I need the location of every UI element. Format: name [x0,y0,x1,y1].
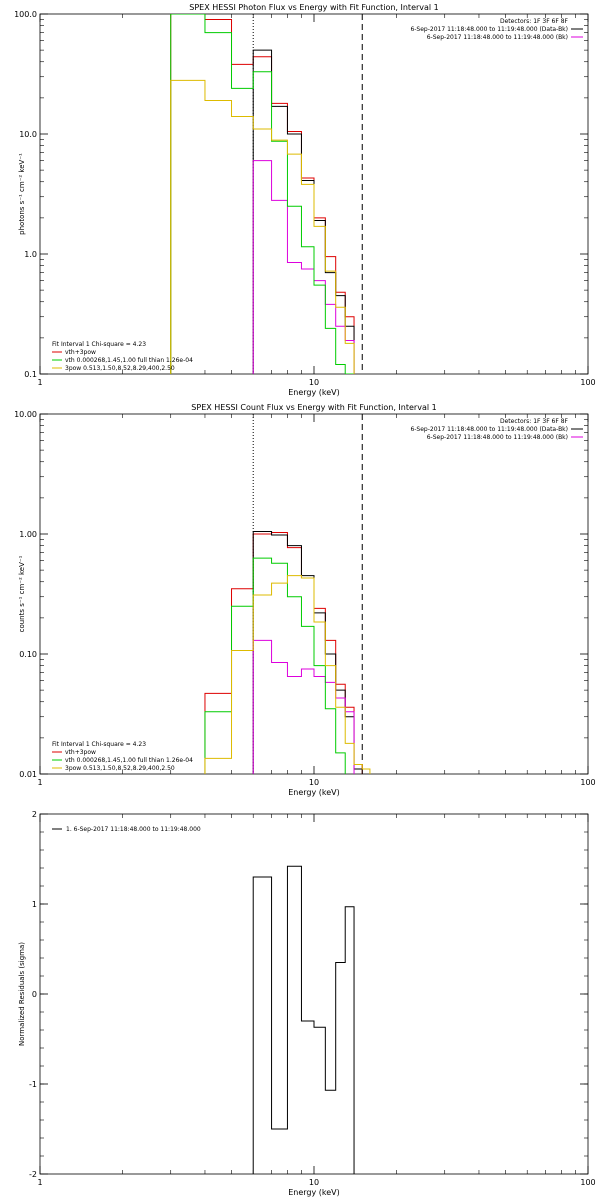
plot-data [204,530,371,774]
x-tick-label: 1 [37,378,42,387]
series-2-steps [252,639,355,774]
y-tick-label: -1 [29,1080,37,1089]
legend-entry-text: 3pow 0.513,1.50,8.52,8.29,400,2.50 [65,765,175,772]
y-tick-label: 10.0 [19,130,37,139]
x-tick-label: 1 [37,1178,42,1187]
y-tick-label: 100.0 [14,10,37,19]
legend-entry-text: Fit Interval 1 Chi-square = 4.23 [52,741,146,748]
x-axis-label: Energy (keV) [288,788,340,797]
x-axis-label: Energy (keV) [288,1188,340,1197]
chart-title: SPEX HESSI Photon Flux vs Energy with Fi… [189,3,439,12]
legend-entry-text: Detectors: 1F 3F 6F 8F [500,18,569,25]
y-tick-label: 1.00 [19,530,37,539]
series-3-steps [204,557,346,774]
x-tick-label: 10 [309,778,319,787]
y-tick-label: 1 [32,900,37,909]
y-tick-label: 0.01 [19,770,37,779]
x-tick-label: 1 [37,778,42,787]
legend-entry-text: vth+3pow [65,349,96,356]
y-tick-label: -2 [29,1170,37,1179]
x-tick-label: 100 [580,778,595,787]
y-tick-label: 0.10 [19,650,37,659]
y-axis-label: photons s⁻¹ cm⁻² keV⁻¹ [18,153,26,235]
x-tick-label: 100 [580,1178,595,1187]
series-1-steps [252,49,355,374]
y-axis-label: Normalized Residuals (sigma) [18,942,26,1046]
chart-panel-3: 1 10 100 Energy (keV) -2 -1 0 1 2 Normalized Resi… [18,810,596,1197]
series-4-steps [204,575,371,774]
legend-entry-text: 6-Sep-2017 11:18:48.000 to 11:19:48.000 … [427,34,568,41]
series-1-steps [252,530,363,774]
legend-entry-text: 6-Sep-2017 11:18:48.000 to 11:19:48.000 … [410,426,568,433]
y-tick-label: 0 [32,990,37,999]
series-0-steps [170,14,355,374]
y-axis-label: counts s⁻¹ cm⁻² keV⁻¹ [18,555,26,632]
y-tick-label: 0.1 [24,370,37,379]
series-2-steps [252,160,355,374]
legend-entry-text: 3pow 0.513,1.50,8.52,8.29,400,2.50 [65,365,175,372]
plot-data [252,865,355,1174]
x-tick-label: 10 [309,1178,319,1187]
y-tick-label: 10.00 [14,410,37,419]
legend-entry-text: 6-Sep-2017 11:18:48.000 to 11:19:48.000 … [427,434,568,441]
series-0-steps [204,531,363,774]
legend-entry-text: 1. 6-Sep-2017 11:18:48.000 to 11:19:48.0… [66,826,201,833]
legend-entry-text: vth 0.000268,1.45,1.00 full thian 1.26e-… [65,757,193,764]
legend-entry-text: vth+3pow [65,749,96,756]
chart-panel-2: SPEX HESSI Count Flux vs Energy with Fit… [14,403,596,797]
legend-entry-text: Fit Interval 1 Chi-square = 4.23 [52,341,146,348]
legend-entry-text: vth 0.000268,1.45,1.00 full thian 1.26e-… [65,357,193,364]
x-axis-label: Energy (keV) [288,388,340,397]
y-tick-label: 2 [32,810,37,819]
y-tick-label: 1.0 [24,250,37,259]
x-tick-label: 10 [309,378,319,387]
chart-panel-1: SPEX HESSI Photon Flux vs Energy with Fi… [14,3,596,397]
x-tick-label: 100 [580,378,595,387]
legend-entry-text: 6-Sep-2017 11:18:48.000 to 11:19:48.000 … [410,26,568,33]
series-3-steps [170,14,355,374]
plot-data [170,14,355,374]
series-0-steps [252,865,355,1174]
chart-title: SPEX HESSI Count Flux vs Energy with Fit… [191,403,436,412]
plot-frame [39,813,589,1175]
legend-entry-text: Detectors: 1F 3F 6F 8F [500,418,569,425]
series-4-steps [170,79,355,374]
